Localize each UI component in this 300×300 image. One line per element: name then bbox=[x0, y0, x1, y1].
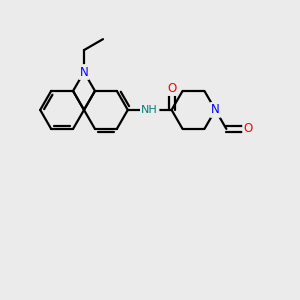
Text: O: O bbox=[244, 122, 253, 135]
Text: O: O bbox=[167, 82, 176, 94]
Text: N: N bbox=[211, 103, 220, 116]
Text: NH: NH bbox=[141, 105, 158, 115]
Text: N: N bbox=[80, 65, 88, 79]
